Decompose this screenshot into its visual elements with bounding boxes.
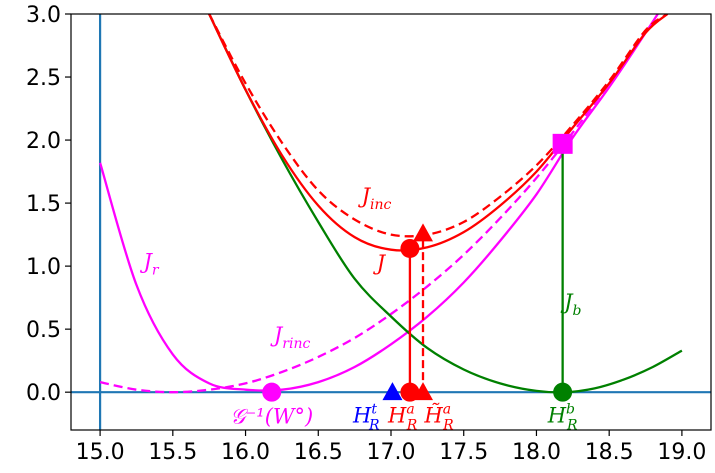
y-tick-label-2: 1.0 [26, 255, 61, 280]
tick-layer: 15.0 15.5 16.0 16.5 17.0 17.5 18.0 18.5 19.0 0.0 0… [26, 3, 706, 465]
label-jinc: Jinc [358, 184, 392, 213]
x-tick-label-3: 16.5 [294, 440, 343, 465]
y-tick-label-5: 2.5 [26, 66, 61, 91]
series-layer [71, 14, 711, 430]
x-tick-label-1: 15.5 [148, 440, 197, 465]
label-jb: Jb [560, 290, 581, 319]
label-hrat: H̃a R [423, 401, 454, 433]
x-tick-label-8: 19.0 [657, 440, 706, 465]
circle-marker-2 [400, 382, 420, 402]
label-jr: Jr [139, 250, 159, 279]
label-j: J [373, 251, 387, 275]
square-marker-7 [552, 133, 573, 154]
x-tick-label-5: 17.5 [439, 440, 488, 465]
x-tick-label-7: 18.5 [585, 440, 634, 465]
y-tick-label-1: 0.5 [26, 318, 61, 343]
triangle-marker-3 [413, 382, 433, 401]
label-hra: Ha R [387, 401, 418, 433]
label-hrt: Ht R [352, 401, 380, 433]
triangle-marker-1 [382, 382, 403, 401]
x-tick-label-2: 16.0 [221, 440, 270, 465]
label-jrinc: Jrinc [270, 323, 311, 352]
x-tick-label-0: 15.0 [76, 440, 125, 465]
y-tick-label-6: 3.0 [26, 3, 61, 28]
marker-layer [262, 133, 573, 402]
x-tick-label-6: 18.0 [512, 440, 561, 465]
series-line-3 [208, 14, 669, 252]
triangle-marker-5 [413, 223, 433, 242]
circle-marker-6 [553, 382, 573, 402]
series-line-0 [98, 14, 660, 392]
series-line-1 [99, 29, 647, 394]
y-tick-label-4: 2.0 [26, 129, 61, 154]
label-ginv: 𝒢⁻¹(W°) [230, 405, 313, 429]
annotation-layer: Jr Jrinc Jinc J Jb 𝒢⁻¹(W°) Ht R Ha R H̃a R Hb R [139, 184, 581, 433]
y-tick-label-3: 1.5 [26, 192, 61, 217]
circle-marker-0 [262, 382, 282, 402]
y-tick-label-0: 0.0 [26, 381, 61, 406]
label-hrb: Hb R [547, 401, 578, 433]
circle-marker-4 [400, 238, 420, 258]
series-line-4 [208, 14, 669, 238]
x-tick-label-4: 17.0 [367, 440, 416, 465]
series-line-2 [208, 14, 683, 394]
